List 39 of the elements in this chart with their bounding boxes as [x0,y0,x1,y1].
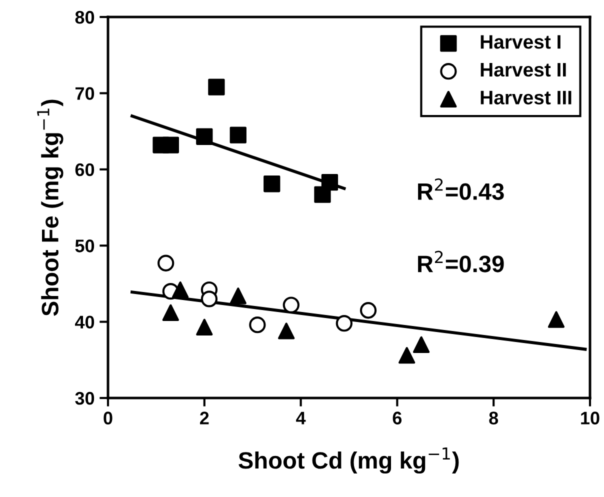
point [264,176,280,192]
legend-label: Harvest I [480,35,560,49]
x-axis-title: Shoot Cd (mg kg$^{−1}$) [238,447,459,474]
y-tick-label: 70 [76,87,94,100]
point [548,311,565,328]
point [336,314,353,332]
point [162,304,179,321]
point [162,136,179,154]
y-tick-label: 40 [75,316,94,329]
legend-label: Harvest II [480,63,566,77]
y-tick-label: 80 [75,10,94,24]
point [360,302,377,319]
annotation: R$^{2}$=0.39 [418,250,504,272]
point [158,254,174,272]
point [398,347,416,364]
y-tick-label: 50 [75,240,94,252]
y-tick-label: 60 [75,163,94,176]
x-tick-label: 0 [104,412,112,424]
point [278,322,295,340]
point [321,174,338,191]
point [412,336,430,353]
point [196,128,213,145]
annotation: R$^{2}$=0.43 [418,178,504,200]
point [249,316,266,334]
point [230,288,246,304]
x-tick-label: 10 [581,412,600,424]
point [282,296,300,314]
x-tick-label: 4 [296,412,306,424]
point [230,126,246,144]
point [172,281,189,298]
x-tick-label: 2 [200,412,209,424]
point [200,290,218,308]
legend-label: Harvest III [480,90,572,104]
x-tick-label: 8 [489,412,498,424]
y-axis-title: Shoot Fe (mg kg$^{−1}$) [37,100,64,316]
y-tick-label: 30 [75,392,94,405]
point [208,78,225,96]
point [196,318,213,336]
x-tick-label: 6 [392,412,402,424]
